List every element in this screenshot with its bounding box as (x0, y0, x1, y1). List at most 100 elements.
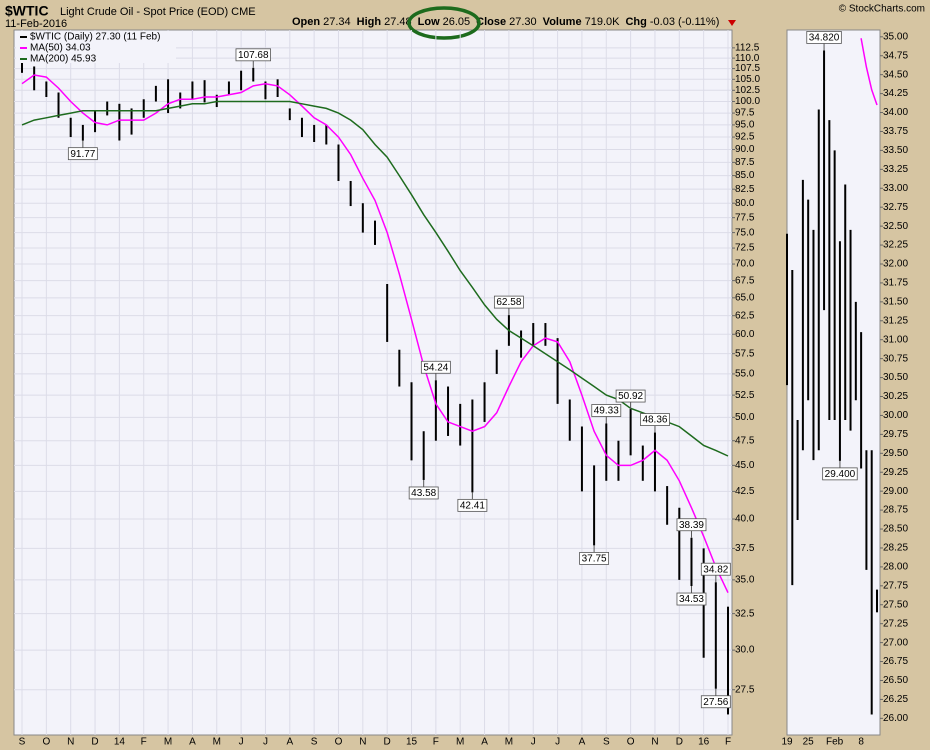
y-tick-label: 110.0 (735, 53, 760, 64)
annotation: 34.820 (806, 31, 842, 51)
y-tick-label: 33.25 (883, 164, 908, 175)
stat-label: Open (292, 16, 320, 28)
x-tick-label: A (579, 737, 586, 748)
y-tick-label: 65.0 (735, 292, 755, 303)
y-tick-label: 34.00 (883, 107, 908, 118)
y-tick-label: 112.5 (735, 43, 760, 54)
y-tick-label: 107.5 (735, 63, 760, 74)
y-tick-label: 27.50 (883, 599, 908, 610)
annotation-label: 49.33 (594, 406, 619, 417)
y-tick-label: 27.5 (735, 684, 755, 695)
x-tick-label: F (725, 737, 731, 748)
copyright: © StockCharts.com (839, 4, 925, 15)
legend-label: $WTIC (Daily) 27.30 (11 Feb) (30, 32, 160, 43)
y-tick-label: 29.25 (883, 467, 908, 478)
y-tick-label: 32.00 (883, 259, 908, 270)
x-tick-label: S (19, 737, 26, 748)
annotation: 34.53 (676, 586, 707, 606)
annotation: 37.75 (579, 545, 610, 565)
annotation-label: 38.39 (679, 520, 704, 531)
y-tick-label: 60.0 (735, 329, 755, 340)
y-tick-label: 50.0 (735, 412, 755, 423)
y-tick-label: 30.75 (883, 353, 908, 364)
y-tick-label: 32.50 (883, 221, 908, 232)
annotation-label: 42.41 (460, 501, 485, 512)
annotation-label: 37.75 (582, 554, 607, 565)
annotation-label: 91.77 (70, 149, 95, 160)
x-tick-label: O (627, 737, 635, 748)
x-tick-label: O (335, 737, 343, 748)
y-tick-label: 37.5 (735, 543, 755, 554)
y-tick-label: 52.5 (735, 390, 755, 401)
ma-line (21, 74, 729, 594)
y-tick-label: 34.75 (883, 50, 908, 61)
stat-label: Chg (625, 16, 646, 28)
highlight-ellipse (407, 6, 481, 40)
y-tick-label: 32.25 (883, 240, 908, 251)
x-tick-label: A (481, 737, 488, 748)
stat-value: 27.30 (509, 16, 537, 28)
x-tick-label: N (359, 737, 366, 748)
stats-row: Open 27.34 High 27.48 Low 26.05 Close 27.30 Volu… (292, 16, 719, 28)
stat-label: Low (418, 16, 440, 28)
annotation-label: 54.24 (423, 362, 448, 373)
x-tick-label: J (263, 737, 268, 748)
annotation: 42.41 (457, 492, 488, 512)
x-tick-label: 8 (858, 737, 864, 748)
stat-value: -0.03 (-0.11%) (650, 16, 720, 28)
y-tick-label: 95.0 (735, 120, 755, 131)
annotation-label: 107.68 (238, 50, 269, 61)
y-tick-label: 70.0 (735, 259, 755, 270)
x-tick-label: S (311, 737, 318, 748)
y-tick-label: 27.75 (883, 580, 908, 591)
symbol: $WTIC (5, 3, 49, 19)
y-tick-label: 77.5 (735, 212, 755, 223)
y-tick-label: 28.25 (883, 543, 908, 554)
x-tick-label: D (384, 737, 391, 748)
y-tick-label: 45.0 (735, 460, 755, 471)
x-tick-label: A (286, 737, 293, 748)
annotation-label: 50.92 (618, 391, 643, 402)
y-tick-label: 26.75 (883, 656, 908, 667)
y-tick-label: 32.75 (883, 202, 908, 213)
y-tick-label: 87.5 (735, 157, 755, 168)
annotation: 107.68 (235, 48, 271, 68)
annotation-label: 27.56 (703, 697, 728, 708)
annotation-label: 48.36 (642, 415, 667, 426)
x-tick-label: A (189, 737, 196, 748)
annotation-label: 29.400 (825, 469, 856, 480)
y-tick-label: 32.5 (735, 608, 755, 619)
y-tick-label: 85.0 (735, 170, 755, 181)
main-plot-area (13, 29, 733, 736)
y-tick-label: 29.00 (883, 486, 908, 497)
y-tick-label: 42.5 (735, 486, 755, 497)
y-tick-label: 26.25 (883, 694, 908, 705)
date: 11-Feb-2016 (5, 18, 67, 30)
x-tick-label: J (239, 737, 244, 748)
x-tick-label: 14 (114, 737, 126, 748)
x-tick-label: F (141, 737, 147, 748)
y-tick-label: 28.75 (883, 505, 908, 516)
x-tick-label: J (531, 737, 536, 748)
x-tick-label: N (67, 737, 74, 748)
x-tick-label: Feb (826, 737, 844, 748)
x-tick-label: M (505, 737, 513, 748)
y-tick-label: 100.0 (735, 96, 760, 107)
annotation: 50.92 (615, 389, 646, 410)
y-tick-label: 27.25 (883, 618, 908, 629)
y-tick-label: 27.00 (883, 637, 908, 648)
zoom-plot-area (786, 29, 881, 736)
y-tick-label: 105.0 (735, 74, 760, 85)
y-tick-label: 31.25 (883, 315, 908, 326)
annotation: 49.33 (591, 404, 622, 424)
y-tick-label: 30.0 (735, 645, 755, 656)
y-tick-label: 35.0 (735, 575, 755, 586)
y-tick-label: 30.25 (883, 391, 908, 402)
stat-value: 719.0K (585, 16, 621, 28)
legend-box (16, 31, 176, 63)
annotation: 91.77 (67, 140, 98, 161)
y-tick-label: 67.5 (735, 275, 755, 286)
y-tick-label: 80.0 (735, 198, 755, 209)
x-tick-label: N (651, 737, 658, 748)
